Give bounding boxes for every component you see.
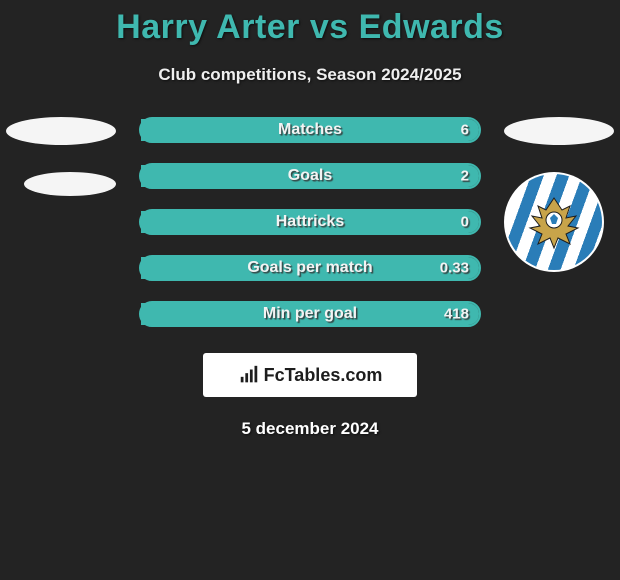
- stat-value-right: 0: [461, 214, 469, 231]
- stat-label: Hattricks: [276, 213, 344, 231]
- eagle-icon: [524, 192, 584, 252]
- branding-text: FcTables.com: [264, 365, 383, 386]
- player-right-image-placeholder: [504, 117, 614, 145]
- page-title: Harry Arter vs Edwards: [0, 0, 620, 47]
- stat-row-goals-per-match: Goals per match 0.33: [139, 255, 481, 281]
- stat-row-goals: Goals 2: [139, 163, 481, 189]
- player-left-image-placeholder: [6, 117, 116, 145]
- comparison-content: Matches 6 Goals 2 Hattricks 0 Goals per …: [0, 117, 620, 439]
- stat-value-right: 0.33: [440, 260, 469, 277]
- stat-value-right: 418: [444, 306, 469, 323]
- stat-value-right: 2: [461, 168, 469, 185]
- branding-badge: FcTables.com: [203, 353, 417, 397]
- stat-row-hattricks: Hattricks 0: [139, 209, 481, 235]
- stat-label: Goals: [288, 167, 332, 185]
- subtitle: Club competitions, Season 2024/2025: [0, 65, 620, 85]
- date-text: 5 december 2024: [0, 419, 620, 439]
- stat-label: Goals per match: [247, 259, 372, 277]
- stat-label: Min per goal: [263, 305, 357, 323]
- stat-row-min-per-goal: Min per goal 418: [139, 301, 481, 327]
- stat-label: Matches: [278, 121, 342, 139]
- club-left-badge-placeholder: [24, 172, 116, 196]
- club-right-badge-stripes: [506, 174, 602, 270]
- bar-chart-icon: [238, 364, 260, 386]
- stat-row-matches: Matches 6: [139, 117, 481, 143]
- stat-bars: Matches 6 Goals 2 Hattricks 0 Goals per …: [139, 117, 481, 327]
- stat-value-right: 6: [461, 122, 469, 139]
- club-right-badge: [504, 172, 604, 272]
